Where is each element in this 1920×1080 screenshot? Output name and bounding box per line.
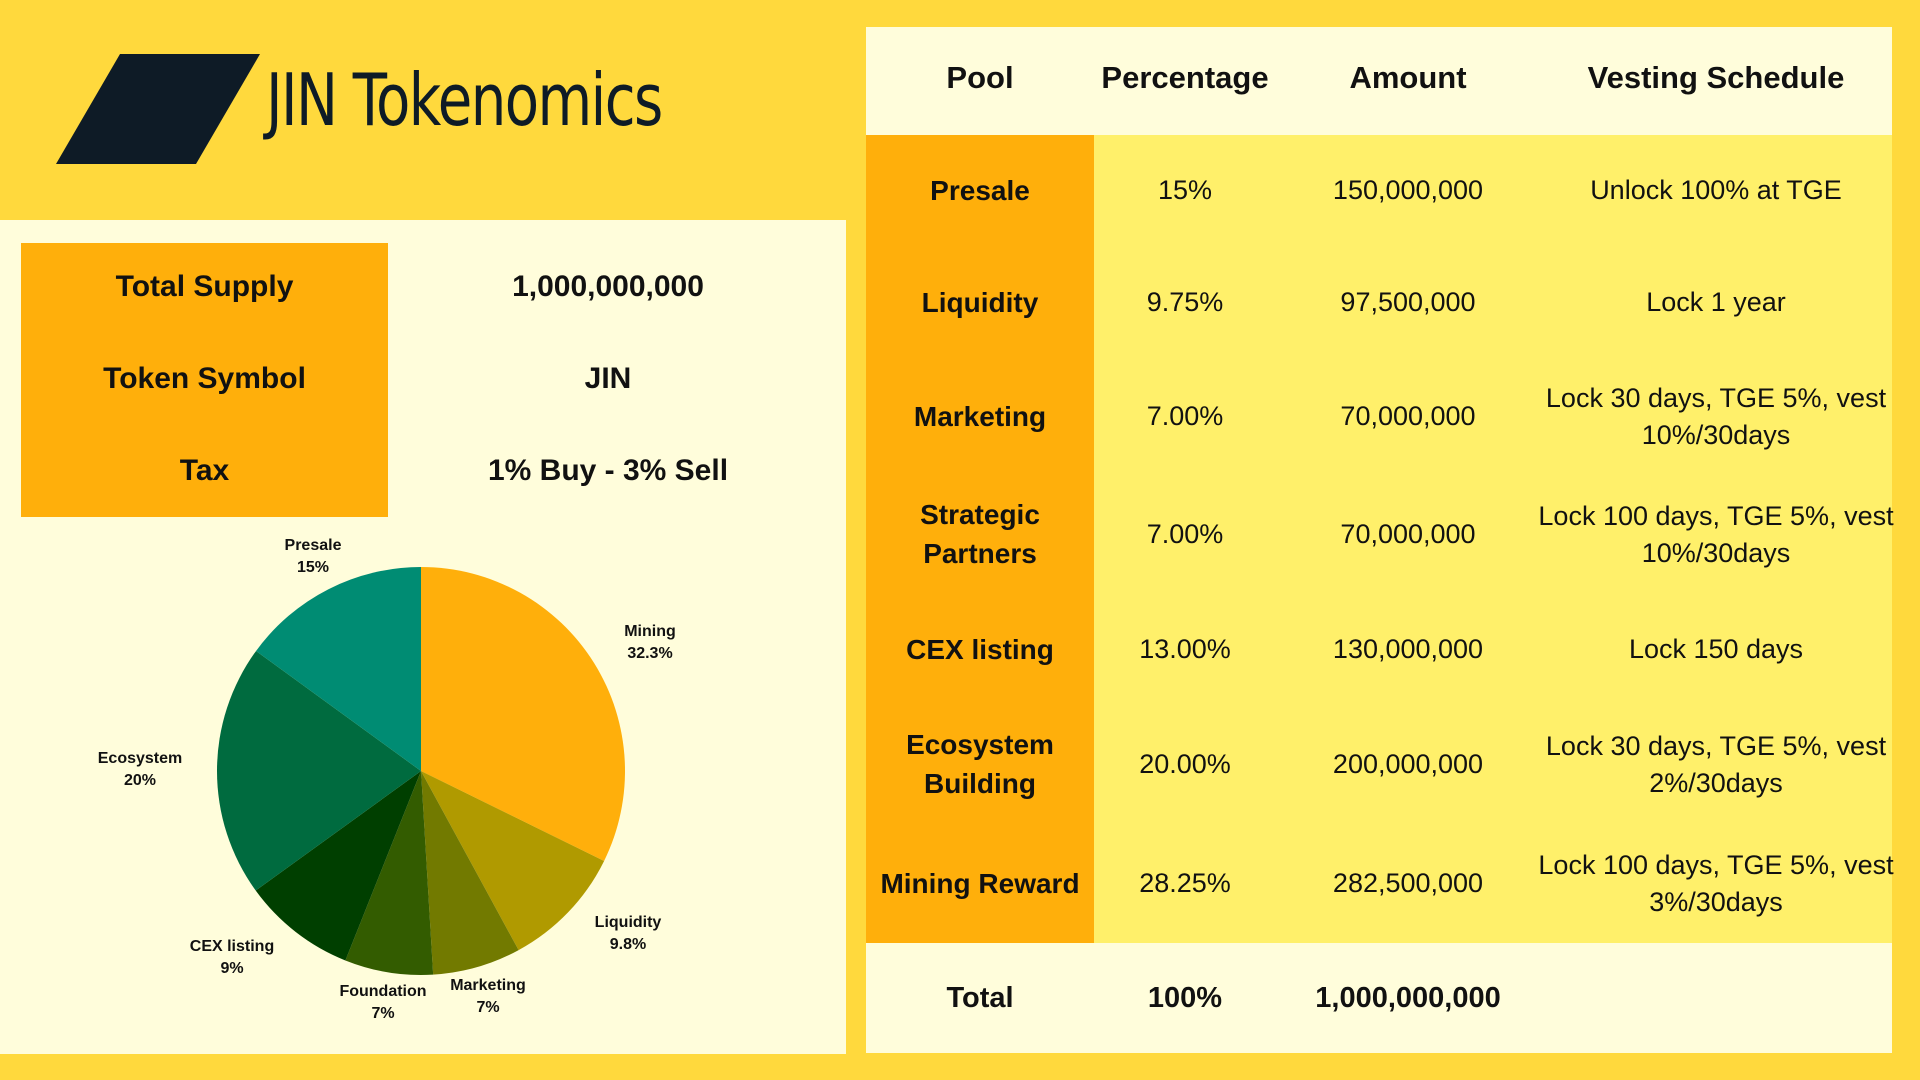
pie-label-liquidity: Liquidity bbox=[595, 914, 662, 931]
total-supply-label: Total Supply bbox=[115, 270, 294, 303]
row-1-vesting: Lock 1 year bbox=[1646, 287, 1786, 318]
row-3-percentage: 7.00% bbox=[1146, 519, 1224, 550]
pie-slice-presale bbox=[256, 567, 421, 771]
pie-value-ecosystem: 20% bbox=[124, 772, 156, 789]
row-6-amount: 282,500,000 bbox=[1332, 868, 1484, 899]
row-0-percentage: 15% bbox=[1157, 175, 1213, 206]
row-4-percentage: 13.00% bbox=[1139, 634, 1231, 665]
pie-label-cex-listing: CEX listing bbox=[190, 938, 274, 955]
table-header bbox=[866, 27, 1892, 135]
pie-slice-foundation bbox=[345, 771, 434, 976]
pie-label-presale: Presale bbox=[285, 537, 342, 554]
total-percentage: 100% bbox=[1147, 981, 1223, 1014]
pie-slice-liquidity bbox=[421, 771, 605, 951]
header-vesting-schedule: Vesting Schedule bbox=[1587, 60, 1845, 95]
row-2-vesting: Lock 30 days, TGE 5%, vest 10%/30days bbox=[1545, 382, 1887, 450]
row-1-pool: Liquidity bbox=[921, 286, 1039, 318]
row-3-amount: 70,000,000 bbox=[1340, 519, 1476, 550]
table-total-row bbox=[866, 943, 1892, 1053]
row-5-percentage: 20.00% bbox=[1139, 749, 1231, 780]
row-1-percentage: 9.75% bbox=[1146, 287, 1224, 318]
pie-value-liquidity: 9.8% bbox=[610, 936, 646, 953]
pie-label-ecosystem: Ecosystem bbox=[98, 750, 183, 767]
row-5-amount: 200,000,000 bbox=[1332, 749, 1484, 780]
tax-value: 1% Buy - 3% Sell bbox=[487, 454, 729, 487]
total-pool: Total bbox=[946, 981, 1014, 1014]
row-1-amount: 97,500,000 bbox=[1340, 287, 1476, 318]
pie-slice-mining bbox=[421, 567, 626, 861]
logo-parallelogram bbox=[56, 54, 260, 164]
pie-label-mining: Mining bbox=[624, 623, 676, 640]
token-symbol-label: Token Symbol bbox=[103, 362, 306, 395]
info-label-block bbox=[21, 243, 388, 517]
tax-label: Tax bbox=[179, 454, 230, 487]
total-vesting bbox=[1528, 943, 1904, 1053]
row-5-vesting: Lock 30 days, TGE 5%, vest 2%/30days bbox=[1545, 730, 1887, 798]
row-0-vesting: Unlock 100% at TGE bbox=[1590, 175, 1842, 206]
pool-column bbox=[866, 135, 1094, 943]
pie-value-mining: 32.3% bbox=[627, 645, 672, 662]
row-4-pool: CEX listing bbox=[906, 633, 1054, 665]
row-2-amount: 70,000,000 bbox=[1340, 401, 1476, 432]
header-amount: Amount bbox=[1349, 60, 1467, 95]
pie-slice-cex-listing bbox=[255, 771, 421, 961]
row-3-pool: Strategic Partners bbox=[920, 499, 1040, 569]
row-4-amount: 130,000,000 bbox=[1332, 634, 1484, 665]
pie-value-marketing: 7% bbox=[476, 999, 499, 1016]
row-6-vesting: Lock 100 days, TGE 5%, vest 3%/30days bbox=[1538, 849, 1894, 917]
row-6-pool: Mining Reward bbox=[880, 867, 1080, 899]
row-5-pool: Ecosystem Building bbox=[906, 729, 1054, 799]
row-0-pool: Presale bbox=[930, 174, 1030, 206]
total-supply-value: 1,000,000,000 bbox=[512, 270, 704, 303]
pie-slice-marketing bbox=[421, 771, 519, 975]
page-title: JIN Tokenomics bbox=[266, 58, 663, 142]
row-2-pool: Marketing bbox=[913, 400, 1047, 432]
row-6-percentage: 28.25% bbox=[1139, 868, 1231, 899]
row-3-vesting: Lock 100 days, TGE 5%, vest 10%/30days bbox=[1538, 500, 1894, 568]
token-symbol-value: JIN bbox=[584, 362, 632, 395]
pie-value-cex-listing: 9% bbox=[220, 960, 243, 977]
allocation-pie-chart: Mining 32.3% Liquidity 9.8% Marketing 7% Found… bbox=[98, 537, 676, 1022]
total-amount: 1,000,000,000 bbox=[1315, 981, 1501, 1014]
row-0-amount: 150,000,000 bbox=[1332, 175, 1484, 206]
row-2-percentage: 7.00% bbox=[1146, 401, 1224, 432]
pie-label-foundation: Foundation bbox=[339, 983, 426, 1000]
pie-value-foundation: 7% bbox=[371, 1005, 394, 1022]
pie-label-marketing: Marketing bbox=[450, 977, 526, 994]
header-percentage: Percentage bbox=[1101, 60, 1269, 95]
pie-slice-ecosystem bbox=[216, 650, 421, 891]
header-pool: Pool bbox=[946, 60, 1014, 95]
pie-value-presale: 15% bbox=[297, 559, 329, 576]
row-4-vesting: Lock 150 days bbox=[1628, 634, 1804, 665]
